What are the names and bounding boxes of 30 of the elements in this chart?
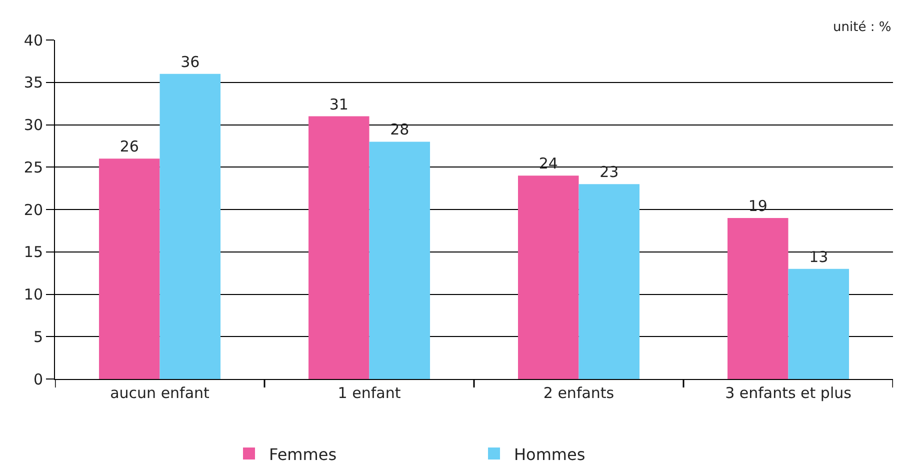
data-label: 28 bbox=[390, 120, 410, 139]
bar bbox=[728, 218, 788, 379]
data-label: 36 bbox=[180, 52, 200, 71]
bar bbox=[308, 116, 370, 379]
bar bbox=[160, 74, 221, 379]
bar bbox=[788, 268, 850, 379]
bar bbox=[369, 142, 430, 379]
y-tick-label: 30 bbox=[24, 116, 43, 134]
legend-label: Hommes bbox=[514, 444, 586, 464]
legend-label: Femmes bbox=[269, 444, 337, 464]
y-tick-label: 25 bbox=[24, 158, 43, 176]
data-label: 26 bbox=[120, 138, 139, 156]
y-tick-label: 40 bbox=[24, 31, 43, 50]
bar bbox=[518, 176, 579, 379]
y-tick-label: 15 bbox=[24, 243, 43, 262]
x-tick-label: 1 enfant bbox=[338, 384, 401, 402]
y-tick-label: 10 bbox=[24, 286, 43, 304]
bar bbox=[578, 184, 640, 379]
text: unité : % bbox=[833, 20, 892, 35]
x-tick-label: 2 enfants bbox=[543, 384, 614, 402]
y-tick-label: 20 bbox=[24, 200, 43, 219]
y-tick-label: 0 bbox=[33, 370, 43, 388]
x-tick-label: aucun enfant bbox=[110, 384, 210, 402]
y-tick-label: 35 bbox=[24, 74, 43, 92]
x-tick-label: 3 enfants et plus bbox=[725, 384, 852, 402]
data-label: 13 bbox=[809, 248, 828, 266]
data-label: 31 bbox=[329, 95, 348, 114]
y-tick-label: 5 bbox=[33, 328, 43, 346]
data-label: 23 bbox=[600, 163, 619, 182]
bar bbox=[98, 158, 160, 379]
